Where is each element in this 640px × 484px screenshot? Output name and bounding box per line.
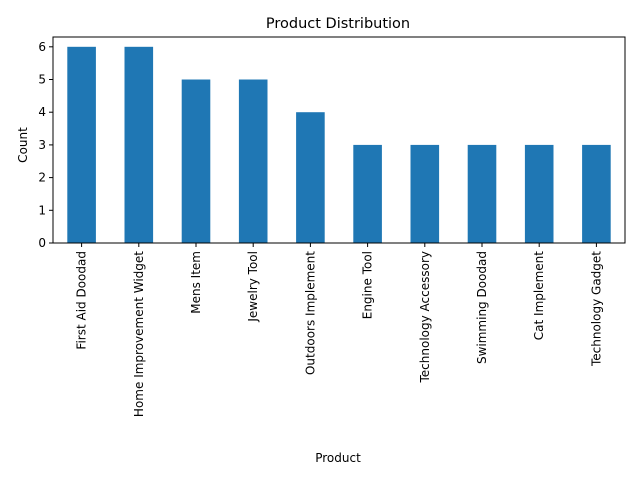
- bar-outdoors-implement: [296, 112, 325, 243]
- bar-cat-implement: [524, 144, 554, 243]
- x-tick-label: Outdoors Implement: [303, 251, 317, 375]
- x-tick-label: Home Improvement Widget: [132, 251, 146, 417]
- x-ticks: First Aid Doodad Home Improvement Widget M…: [75, 243, 603, 417]
- bar-engine-tool: [353, 144, 382, 243]
- bar-swimming-doodad: [467, 144, 497, 243]
- y-tick-label: 3: [38, 138, 46, 152]
- x-tick-label: Mens Item: [189, 251, 203, 314]
- bars-layer: [67, 46, 611, 243]
- y-tick-label: 1: [38, 203, 46, 217]
- x-tick-label: Swimming Doodad: [475, 251, 489, 364]
- y-axis-label: Count: [16, 127, 30, 163]
- y-tick-label: 4: [38, 105, 46, 119]
- x-tick-label: Technology Accessory: [418, 251, 432, 384]
- x-axis-label: Product: [315, 451, 361, 465]
- y-tick-label: 2: [38, 171, 46, 185]
- bar-technology-accessory: [410, 144, 440, 243]
- y-tick-label: 5: [38, 73, 46, 87]
- bar-home-improvement-widget: [124, 46, 154, 243]
- bar-mens-item: [181, 79, 211, 243]
- chart-title: Product Distribution: [266, 16, 410, 32]
- bar-jewelry-tool: [238, 79, 268, 243]
- plot-frame: [52, 36, 626, 244]
- y-tick-label: 6: [38, 40, 46, 54]
- x-tick-label: Jewelry Tool: [246, 251, 260, 323]
- x-tick-label: Technology Gadget: [589, 251, 603, 367]
- x-tick-label: First Aid Doodad: [75, 251, 89, 350]
- x-tick-label: Engine Tool: [361, 251, 375, 319]
- y-ticks: 0 1 2 3 4 5 6: [38, 40, 53, 250]
- bar-first-aid-doodad: [67, 46, 96, 243]
- x-tick-label: Cat Implement: [532, 251, 546, 340]
- y-tick-label: 0: [38, 236, 46, 250]
- bar-technology-gadget: [582, 144, 611, 243]
